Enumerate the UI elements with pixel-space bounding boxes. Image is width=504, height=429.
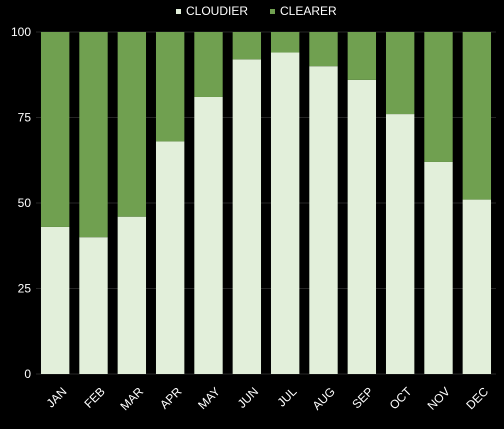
bar-clearer-may [194,32,223,97]
bar-cloudier-oct [385,114,415,374]
bar-cloudier-may [194,96,223,374]
bar-clearer-apr [155,32,185,142]
bar-cloudier-mar [117,216,147,374]
legend-label-cloudier: CLOUDIER [186,4,248,18]
bar-cloudier-apr [155,141,185,374]
y-tick-label: 0 [24,367,31,381]
bar-clearer-aug [309,32,338,67]
legend-swatch-cloudier [176,9,181,14]
y-tick-label: 50 [18,196,32,210]
bar-clearer-mar [117,32,147,217]
legend-swatch-clearer [270,9,275,14]
y-tick-label: 25 [18,282,32,296]
legend-label-clearer: CLEARER [280,4,337,18]
bar-cloudier-nov [424,161,453,374]
bar-cloudier-sep [347,79,377,374]
y-tick-label: 100 [11,25,31,39]
bar-clearer-nov [424,32,453,162]
bar-clearer-jul [270,32,300,53]
bar-clearer-dec [462,32,492,200]
bar-clearer-sep [347,32,377,80]
y-tick-label: 75 [18,111,32,125]
bar-cloudier-aug [309,66,338,374]
bar-clearer-oct [385,32,415,115]
gridlines [36,31,496,375]
bars [40,32,492,375]
bar-clearer-jun [232,32,262,60]
bar-cloudier-jan [40,226,70,374]
bar-clearer-feb [79,32,108,238]
bar-cloudier-dec [462,199,492,374]
bar-cloudier-jun [232,59,262,375]
bar-cloudier-feb [79,237,108,374]
bar-cloudier-jul [270,52,300,375]
y-axis: 0 25 50 75 100 [11,25,31,381]
legend: CLOUDIER CLEARER [176,4,337,18]
bar-clearer-jan [40,32,70,227]
